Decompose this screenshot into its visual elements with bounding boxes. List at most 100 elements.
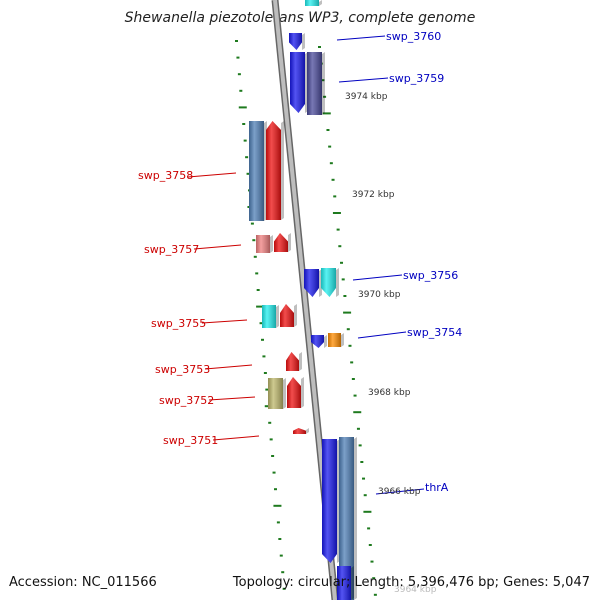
gene-feature-swp-3753[interactable] <box>286 352 302 371</box>
gene-feature-swp-3758[interactable] <box>249 121 267 221</box>
gene-feature-swp-3754-blue[interactable] <box>311 335 327 348</box>
tick-inner <box>246 172 250 175</box>
tick-outer <box>368 544 372 546</box>
tick-outer <box>328 145 332 148</box>
position-label-3972: 3972 kbp <box>352 190 395 200</box>
gene-label-swp-3754[interactable]: swp_3754 <box>407 326 462 339</box>
tick-outer <box>343 295 347 297</box>
tick-inner <box>281 571 285 574</box>
gene-feature-swp-3760[interactable] <box>289 33 305 50</box>
gene-feature-swp-3755[interactable] <box>280 304 297 327</box>
tick-inner <box>235 40 238 42</box>
tick-inner <box>238 106 247 109</box>
tick-inner <box>268 421 272 424</box>
tick-inner <box>253 255 257 258</box>
tick-inner <box>250 222 254 225</box>
tick-inner <box>256 289 260 291</box>
gene-feature-swp-3755-cyan[interactable] <box>262 305 279 328</box>
tick-outer <box>370 560 374 563</box>
gene-label-swp-3751[interactable]: swp_3751 <box>163 434 218 447</box>
tick-inner <box>272 471 276 474</box>
leader-line <box>338 77 389 83</box>
gene-feature-thrA[interactable] <box>339 437 357 600</box>
position-label-3970: 3970 kbp <box>358 290 401 300</box>
tick-outer <box>331 178 335 181</box>
gene-feature-swp-3759[interactable] <box>307 52 325 115</box>
tick-outer <box>360 461 364 463</box>
tick-outer <box>367 527 371 530</box>
tick-inner <box>237 73 241 76</box>
leader-line <box>357 331 407 339</box>
tick-outer <box>363 510 372 513</box>
tick-inner <box>245 156 249 159</box>
label-leaders <box>187 35 425 495</box>
gene-label-swp-3757[interactable]: swp_3757 <box>144 243 199 256</box>
tick-outer <box>350 361 354 364</box>
tick-outer <box>346 328 350 331</box>
tick-inner <box>260 338 264 341</box>
gene-feature-swp-3759-blue[interactable] <box>290 52 308 113</box>
gene-feature-thrA-blue[interactable] <box>322 439 340 563</box>
leader-line <box>201 319 248 324</box>
gene-feature-swp-3758-red[interactable] <box>266 121 284 220</box>
tick-outer <box>332 212 341 214</box>
tick-outer <box>336 228 340 231</box>
gene-feature-swp-3752-khaki[interactable] <box>268 378 286 409</box>
leader-line <box>208 396 256 401</box>
tick-outer <box>318 46 321 48</box>
tick-inner <box>269 438 273 441</box>
gene-features <box>249 0 357 600</box>
tick-outer <box>372 577 376 580</box>
gene-feature-top-cyan[interactable] <box>305 0 322 6</box>
gene-feature-bottom-blue[interactable] <box>337 566 354 600</box>
gene-label-swp-3756[interactable]: swp_3756 <box>403 269 458 282</box>
gene-feature-swp-3756[interactable] <box>321 268 339 297</box>
map-title: Shewanella piezotolerans WP3, complete g… <box>124 10 476 26</box>
tick-inner <box>255 272 259 275</box>
tick-outer <box>353 411 362 414</box>
tick-outer <box>362 477 366 480</box>
gene-feature-swp-3752[interactable] <box>287 377 304 408</box>
tick-inner <box>263 372 267 374</box>
tick-outer <box>363 494 367 497</box>
tick-inner <box>256 305 265 308</box>
tick-outer <box>338 245 342 248</box>
gene-label-swp-3758[interactable]: swp_3758 <box>138 169 193 182</box>
gene-label-swp-3752[interactable]: swp_3752 <box>159 394 214 407</box>
gene-label-thrA[interactable]: thrA <box>425 481 449 494</box>
tick-outer <box>343 311 352 314</box>
tick-inner <box>271 455 275 457</box>
tick-inner <box>273 488 277 491</box>
leader-line <box>204 364 253 370</box>
leader-line <box>193 244 242 250</box>
gene-feature-swp-3756-blue[interactable] <box>304 269 322 297</box>
tick-inner <box>252 239 256 242</box>
tick-inner <box>278 538 282 540</box>
gene-label-swp-3753[interactable]: swp_3753 <box>155 363 210 376</box>
gene-label-swp-3759[interactable]: swp_3759 <box>389 72 444 85</box>
tick-inner <box>265 388 269 391</box>
tick-inner <box>236 56 240 59</box>
tick-inner <box>242 123 246 125</box>
gene-feature-swp-3757-pink[interactable] <box>256 235 273 253</box>
tick-outer <box>340 261 344 264</box>
position-label-3966: 3966 kbp <box>378 487 421 497</box>
tick-inner <box>279 554 283 557</box>
gene-label-swp-3755[interactable]: swp_3755 <box>151 317 206 330</box>
tick-outer <box>323 95 327 98</box>
leader-line <box>375 488 425 495</box>
tick-inner <box>282 587 286 590</box>
leader-line <box>212 435 260 441</box>
leader-line <box>352 274 403 281</box>
tick-outer <box>373 593 377 596</box>
gene-label-swp-3760[interactable]: swp_3760 <box>386 30 441 43</box>
gene-feature-swp-3757[interactable] <box>274 233 291 252</box>
tick-outer <box>356 427 360 430</box>
leader-line <box>336 35 386 41</box>
gene-feature-swp-3754[interactable] <box>328 333 344 347</box>
position-label-3964: 3964 kbp <box>394 585 437 595</box>
gene-feature-swp-3751[interactable] <box>293 428 309 434</box>
accession-text: Accession: NC_011566 <box>9 575 157 590</box>
tick-inner <box>259 322 263 325</box>
tick-outer <box>351 378 355 380</box>
